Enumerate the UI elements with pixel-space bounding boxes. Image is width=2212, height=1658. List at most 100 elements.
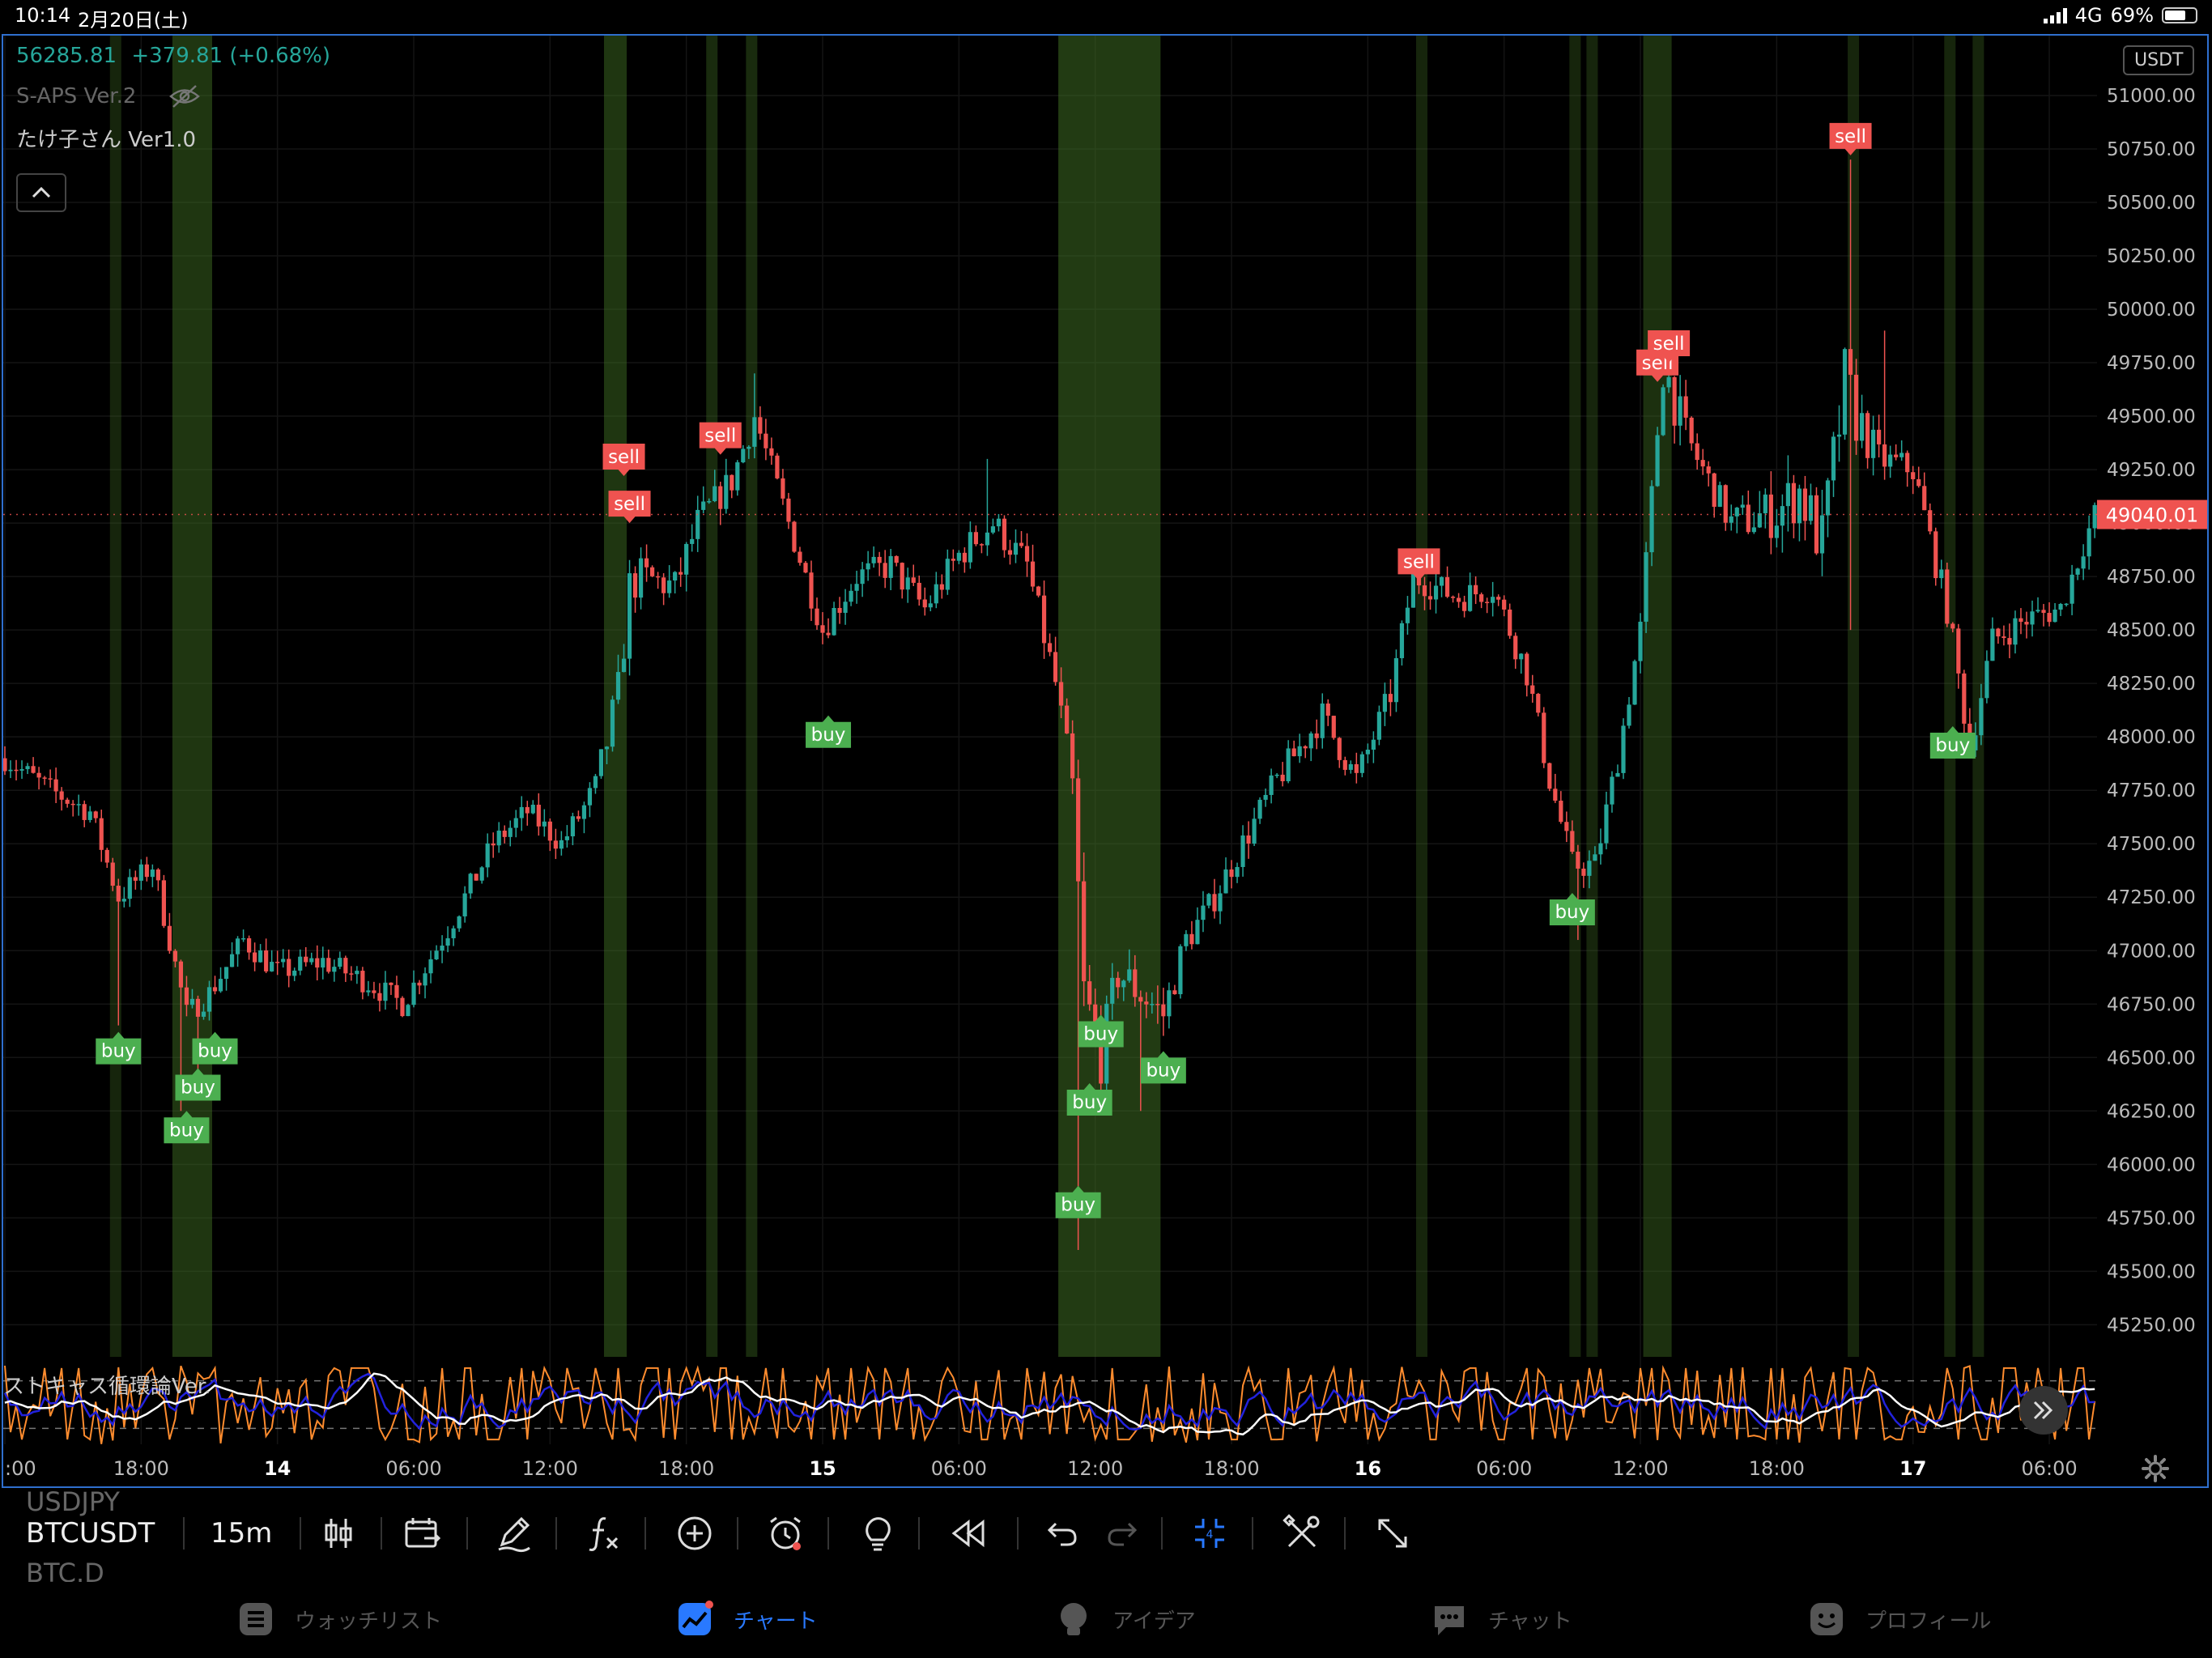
candle-body	[25, 766, 30, 770]
candle	[1683, 380, 1688, 431]
buy-signal: buy	[1066, 1082, 1112, 1116]
candle-body	[900, 563, 904, 590]
candle	[82, 800, 87, 827]
alarm-clock-icon[interactable]	[763, 1511, 808, 1556]
candle	[747, 445, 751, 459]
price-tick: 50750.00	[2107, 139, 2196, 160]
candle-body	[121, 899, 126, 902]
candle-body	[530, 805, 535, 814]
symbol-list-ghost-top[interactable]: USDJPY	[26, 1486, 120, 1517]
candle-body	[1286, 748, 1291, 782]
indicator-name-saps[interactable]: S-APS Ver.2	[16, 84, 137, 108]
candle	[1161, 988, 1166, 1036]
signal-zone	[1058, 36, 1161, 1357]
candle-body	[383, 982, 388, 1001]
price-tick: 45500.00	[2107, 1261, 2196, 1282]
candle	[508, 820, 513, 847]
candle-body	[1774, 525, 1779, 538]
candle	[871, 546, 876, 568]
candle-body	[1797, 488, 1802, 524]
idea-bulb-icon[interactable]	[855, 1511, 900, 1556]
candle-body	[1627, 704, 1631, 726]
candle-body	[1235, 866, 1240, 878]
symbol-selector[interactable]: BTCUSDT	[26, 1517, 155, 1550]
redo-icon[interactable]	[1100, 1511, 1145, 1556]
signal-zone	[1972, 36, 1984, 1357]
candle	[570, 812, 575, 846]
price-chart[interactable]: buy buy buy buy buy buy buy buy buy buy buy sell sel…	[3, 36, 2207, 1486]
candle	[474, 874, 479, 881]
toolbar-separator	[918, 1517, 920, 1550]
signal-label: buy	[811, 725, 846, 746]
indicators-fx-icon[interactable]	[581, 1511, 627, 1556]
candle	[411, 970, 416, 1008]
candle-body	[2024, 622, 2029, 625]
candle-body	[832, 607, 836, 636]
price-unit-badge[interactable]: USDT	[2123, 45, 2195, 75]
candle-body	[764, 433, 768, 449]
candle-body	[519, 806, 524, 818]
candle-body	[894, 555, 899, 563]
collapse-legend-button[interactable]	[16, 173, 66, 212]
tab-profile[interactable]: プロフィール	[1807, 1600, 1991, 1639]
gear-icon[interactable]	[2141, 1454, 2170, 1483]
tab-watchlist[interactable]: ウォッチリスト	[236, 1600, 442, 1639]
candle-body	[945, 559, 950, 590]
candle-body	[485, 843, 490, 868]
candle	[428, 950, 433, 984]
stochastic-oscillator	[3, 1364, 2097, 1444]
multi-layout-icon[interactable]: 4	[1187, 1511, 1232, 1556]
indicator-name-takeko[interactable]: たけ子さん Ver1.0	[16, 128, 197, 152]
candle-body	[1632, 661, 1637, 705]
candle	[775, 453, 780, 480]
scroll-to-latest-button[interactable]	[2019, 1386, 2068, 1435]
replay-rewind-icon[interactable]	[946, 1511, 991, 1556]
candle-body	[1706, 466, 1711, 474]
candle	[172, 949, 178, 967]
tab-ideas[interactable]: アイデア	[1054, 1600, 1196, 1639]
eye-hidden-icon[interactable]	[168, 84, 201, 108]
candle-body	[769, 448, 774, 456]
candle	[1252, 807, 1257, 846]
candle-body	[1491, 597, 1495, 603]
candle	[1825, 478, 1831, 538]
candle	[996, 513, 1002, 532]
tools-wrench-icon[interactable]	[1279, 1511, 1325, 1556]
candle-body	[1700, 460, 1705, 467]
candle-body	[1155, 1004, 1160, 1005]
candle	[1802, 475, 1808, 541]
candle	[1235, 862, 1240, 883]
candle-body	[1144, 1001, 1149, 1005]
candle-body	[1019, 542, 1024, 546]
candle	[1984, 650, 1989, 704]
candle-body	[178, 961, 184, 988]
candle-body	[406, 1005, 410, 1017]
signal-label-box	[699, 422, 742, 455]
add-plus-icon[interactable]	[672, 1511, 717, 1556]
candle-body	[1763, 494, 1767, 514]
candle-body	[1036, 586, 1041, 596]
signal-label: sell	[1653, 334, 1685, 355]
draw-pen-icon[interactable]	[491, 1511, 536, 1556]
candle-body	[76, 804, 81, 806]
signal-zone	[706, 36, 718, 1357]
undo-icon[interactable]	[1040, 1511, 1085, 1556]
timeframe-selector[interactable]: 15m	[211, 1517, 273, 1550]
candle-body	[1121, 980, 1126, 988]
buy-signal: buy	[175, 1068, 221, 1101]
tab-chat[interactable]: チャット	[1430, 1600, 1572, 1639]
fullscreen-expand-icon[interactable]	[1370, 1511, 1415, 1556]
candle-body	[116, 886, 121, 902]
candle-body	[621, 658, 627, 673]
chart-type-icon[interactable]	[316, 1511, 361, 1556]
candle-body	[1802, 488, 1808, 521]
chart-panel[interactable]: buy buy buy buy buy buy buy buy buy buy buy sell sel…	[2, 34, 2209, 1488]
candle-body	[968, 532, 972, 563]
signal-label-box	[1829, 122, 1872, 155]
buy-signal: buy	[1078, 1014, 1124, 1048]
compare-icon[interactable]	[400, 1511, 445, 1556]
candle	[1610, 771, 1614, 813]
time-tick: 18:00	[658, 1457, 714, 1480]
candle-body	[1422, 585, 1427, 597]
tab-chart[interactable]: チャート	[675, 1600, 818, 1639]
